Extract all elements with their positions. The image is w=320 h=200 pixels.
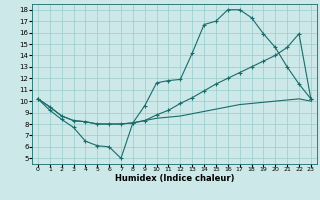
X-axis label: Humidex (Indice chaleur): Humidex (Indice chaleur): [115, 174, 234, 183]
